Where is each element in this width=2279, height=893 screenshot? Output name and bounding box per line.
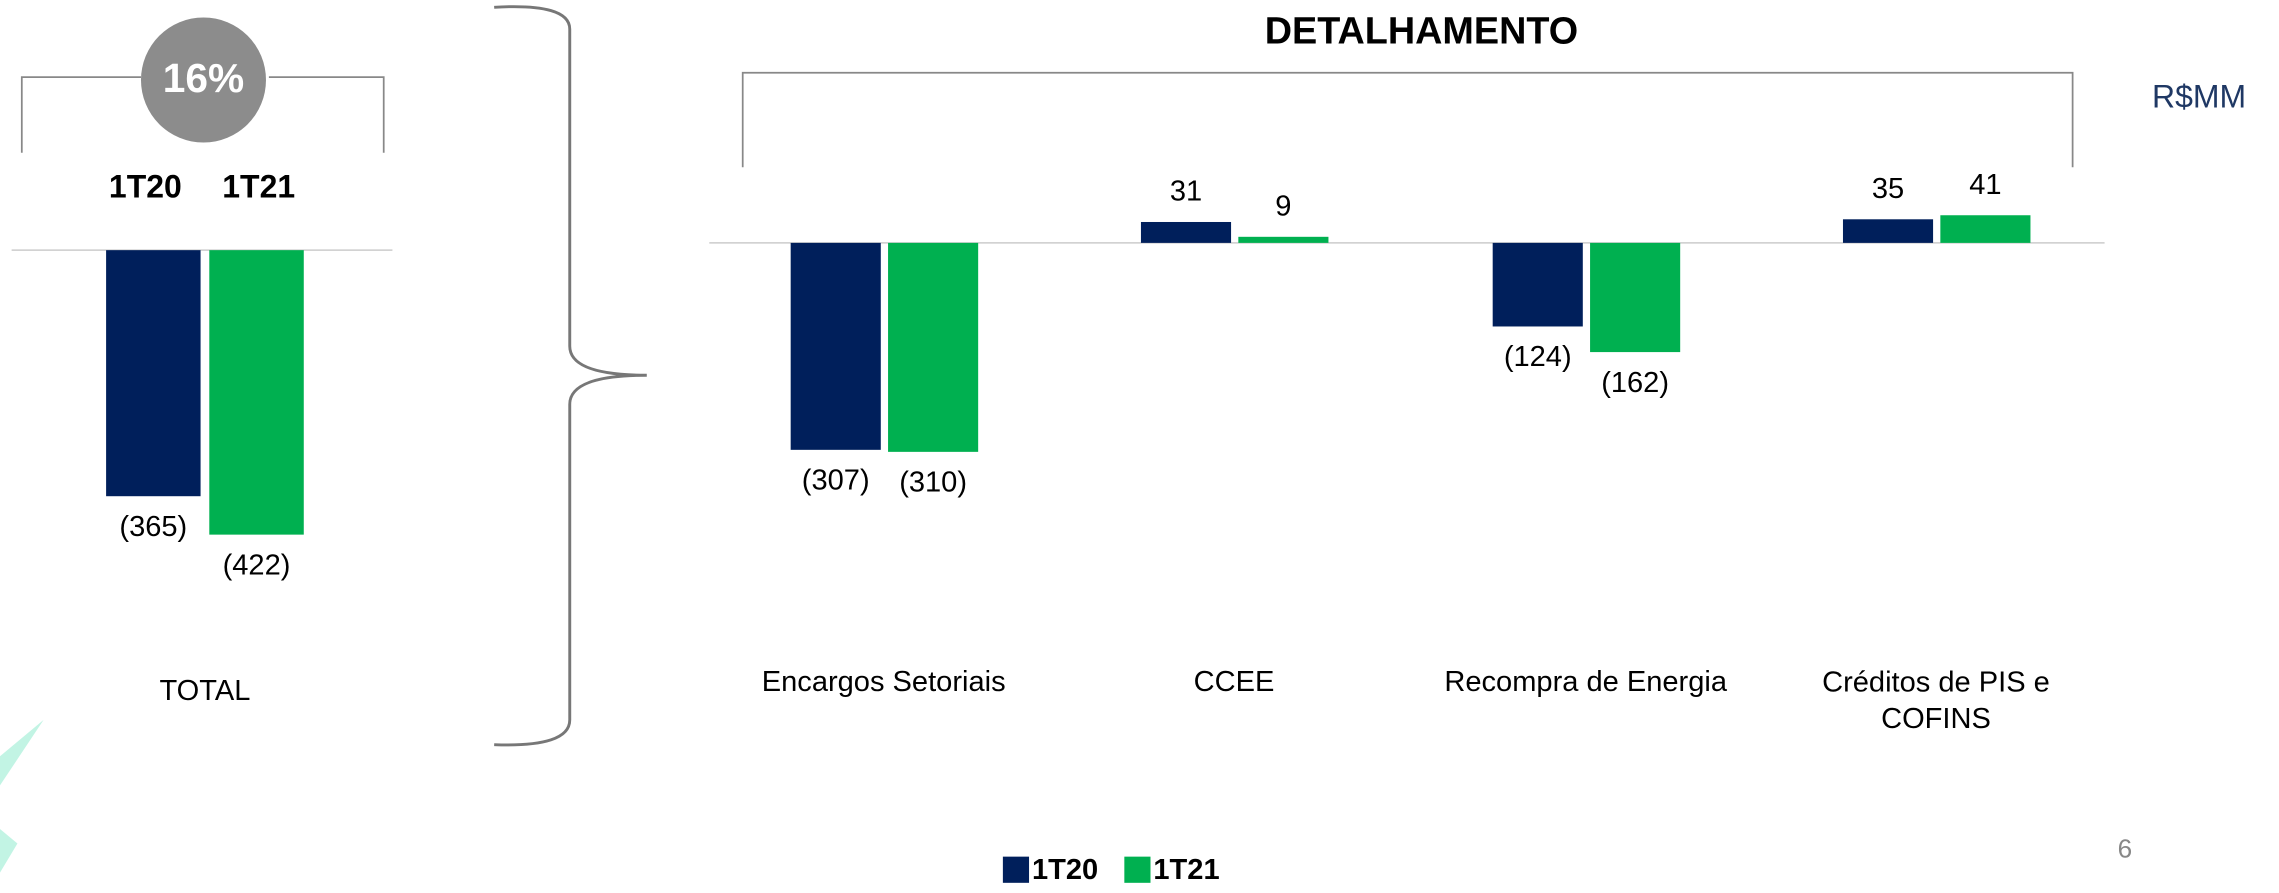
legend-label: 1T20	[1032, 854, 1098, 886]
data-label: 31	[1170, 176, 1202, 208]
left-bracket	[20, 76, 385, 153]
label-line: COFINS	[1881, 703, 1991, 735]
data-label: (307)	[802, 465, 870, 497]
bar	[209, 250, 304, 535]
data-label: 41	[1969, 169, 2001, 201]
page-number: 6	[2118, 834, 2133, 864]
data-label: (422)	[223, 549, 291, 581]
data-label: (365)	[119, 511, 187, 543]
legend-swatch	[1124, 856, 1151, 883]
data-label: (162)	[1601, 367, 1669, 399]
badge-text: 16%	[163, 55, 244, 101]
legend-swatch	[1002, 856, 1030, 883]
bar	[1842, 219, 1934, 243]
bar	[1940, 215, 2031, 243]
bar	[790, 242, 881, 450]
bar	[1590, 242, 1681, 353]
unit: R$MM	[2152, 78, 2246, 114]
bar	[1238, 236, 1329, 243]
data-label: (124)	[1504, 341, 1572, 373]
data-label: 35	[1872, 173, 1904, 205]
x-tick-label: Recompra de Energia	[1444, 666, 1727, 698]
series-header: 1T20	[109, 169, 182, 205]
label-line: Créditos de PIS e	[1822, 666, 2050, 698]
bar	[888, 242, 979, 452]
x-tick-label: CCEE	[1194, 666, 1275, 698]
bar	[106, 250, 201, 497]
brace	[494, 5, 647, 747]
x-tick-label: TOTAL	[159, 675, 250, 707]
title-bracket	[741, 71, 2074, 168]
bar	[1140, 221, 1232, 243]
data-label: 9	[1275, 190, 1291, 222]
data-label: (310)	[899, 467, 967, 499]
x-tick-label: Créditos de PIS e COFINS	[1822, 666, 2050, 734]
series-header: 1T21	[222, 169, 295, 205]
decoration	[0, 719, 44, 873]
chart-title: DETALHAMENTO	[1265, 10, 1578, 52]
badge	[140, 17, 266, 143]
legend-label: 1T21	[1153, 854, 1219, 886]
x-tick-label: Encargos Setoriais	[762, 666, 1006, 698]
bar	[1492, 242, 1583, 327]
